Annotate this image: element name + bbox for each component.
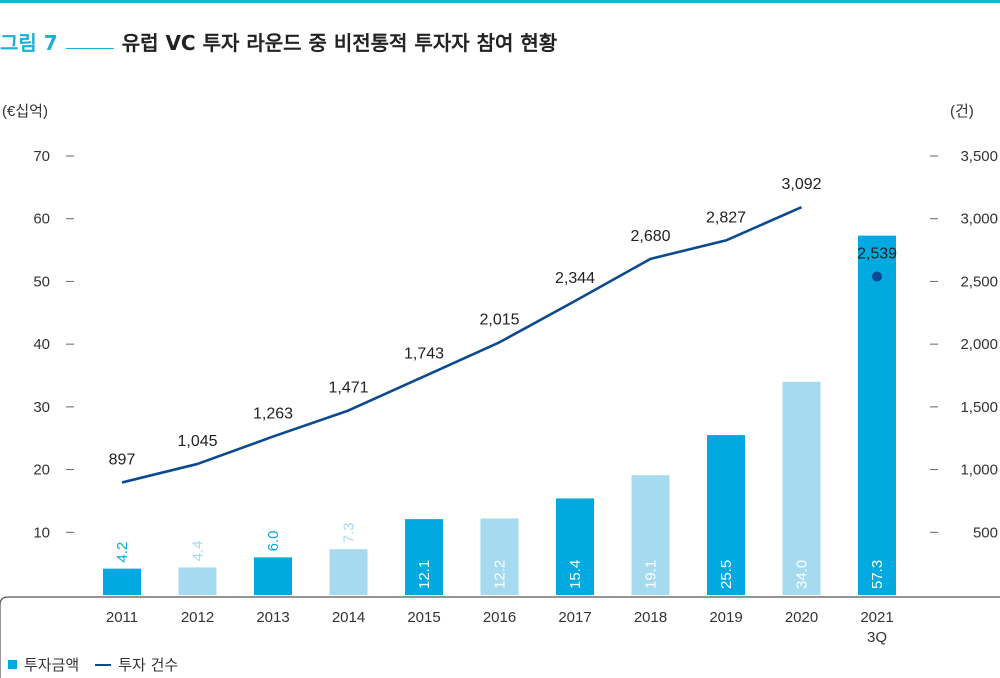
amount-bar [556, 498, 594, 595]
amount-bar [631, 475, 670, 595]
x-axis-label-line: 2017 [558, 609, 591, 626]
left-tick-label: 70 [33, 148, 50, 165]
right-tick-label: 1,000 [960, 462, 998, 479]
x-axis-label-line: 2019 [709, 609, 742, 626]
x-axis-label-line: 3Q [867, 629, 887, 646]
x-axis-label: 2011 [106, 609, 138, 626]
legend: 투자금액 투자 건수 [8, 654, 178, 675]
amount-bar [178, 567, 217, 595]
amount-bar-label: 25.5 [718, 560, 735, 589]
x-axis-label-line: 2013 [256, 609, 289, 626]
right-axis-unit-label: (건) [950, 103, 974, 120]
legend-amount-swatch [8, 660, 17, 669]
amount-bar [782, 381, 821, 595]
x-axis-frame [0, 596, 1000, 678]
count-point-label: 1,743 [404, 345, 444, 362]
x-axis-label-line: 2011 [106, 609, 138, 626]
count-point-label: 2,539 [857, 246, 897, 263]
amount-bar [329, 549, 368, 595]
x-axis-label-line: 2015 [407, 609, 440, 626]
right-tick-label: 1,500 [960, 399, 998, 416]
x-axis-label: 2014 [332, 609, 365, 626]
left-tick-label: 20 [33, 462, 50, 479]
left-axis-ticks: 10 20 30 40 50 60 70 [33, 148, 74, 541]
amount-bar [858, 235, 896, 595]
count-point-label: 2,015 [479, 311, 519, 328]
left-tick-label: 40 [33, 336, 50, 353]
right-tick-label: 500 [973, 524, 998, 541]
x-axis-label-line: 2016 [483, 609, 516, 626]
count-point-label: 897 [109, 451, 136, 468]
amount-bar-label: 57.3 [869, 560, 886, 589]
figure-title: 그림 7 유럽 VC 투자 라운드 중 비전통적 투자자 참여 현황 [0, 24, 557, 58]
left-tick-label: 60 [33, 211, 50, 228]
count-point-label: 1,471 [328, 379, 368, 396]
x-axis-label-line: 2020 [785, 609, 818, 626]
figure-title-rule [65, 47, 114, 49]
right-tick-label: 2,500 [960, 273, 998, 290]
top-accent-line [0, 0, 1000, 3]
count-point-marker [872, 271, 882, 282]
amount-bar [254, 557, 292, 595]
amount-bar-label: 34.0 [794, 560, 811, 589]
x-axis-label: 2018 [634, 609, 667, 626]
amount-bar [103, 568, 141, 595]
x-axis-label: 2020 [785, 609, 818, 626]
left-tick-label: 10 [33, 524, 50, 541]
left-tick-label: 50 [33, 273, 50, 290]
amount-bar-label: 12.1 [416, 560, 433, 589]
amount-bar [707, 435, 745, 595]
count-point-label: 2,344 [555, 270, 595, 287]
x-axis-label: 2017 [558, 609, 591, 626]
figure-label: 그림 7 [0, 30, 58, 55]
x-axis-label: 2019 [709, 609, 742, 626]
count-point-label: 2,680 [630, 228, 670, 245]
count-point-label: 1,263 [253, 406, 293, 423]
legend-count-label: 투자 건수 [118, 656, 179, 674]
right-tick-label: 3,000 [960, 211, 998, 228]
amount-bar-label: 15.4 [567, 560, 584, 589]
count-point-label: 2,827 [706, 209, 746, 226]
count-line: 897 1,045 1,263 1,471 1,743 2,015 2,344 2,680 2,… [109, 176, 897, 484]
x-axis-label: 2013 [256, 609, 289, 626]
right-tick-label: 3,500 [960, 148, 998, 165]
left-tick-label: 30 [33, 399, 50, 416]
x-axis-labels: 2011 2012 2013 2014 2015 2016 2017 2018 2019 2020… [106, 609, 894, 646]
right-tick-label: 2,000 [960, 336, 998, 353]
x-axis-label-line: 2021 [860, 609, 893, 626]
x-axis-label: 2015 [407, 609, 440, 626]
count-line-path [121, 205, 803, 484]
x-axis-label: 2016 [483, 609, 516, 626]
x-axis-label-line: 2014 [332, 609, 365, 626]
legend-amount-label: 투자금액 [24, 656, 80, 674]
amount-bar-label: 4.2 [114, 542, 131, 563]
amount-bars: 4.2 4.4 6.0 7.3 12.1 12.2 15.4 19.1 25.5 34.0 57.3 [103, 235, 896, 595]
count-point-label: 3,092 [781, 176, 821, 193]
x-axis-label-line: 2012 [181, 609, 214, 626]
amount-bar-label: 6.0 [265, 531, 282, 552]
x-axis-label: 2021 3Q [860, 609, 893, 646]
amount-bar-label: 7.3 [341, 522, 358, 543]
x-axis-label: 2012 [181, 609, 214, 626]
figure-title-text: 유럽 VC 투자 라운드 중 비전통적 투자자 참여 현황 [121, 30, 558, 55]
count-point-label: 1,045 [177, 433, 217, 450]
legend-count-swatch [95, 663, 112, 666]
amount-bar-label: 12.2 [492, 560, 509, 589]
amount-bar-label: 19.1 [643, 560, 660, 589]
x-axis-label-line: 2018 [634, 609, 667, 626]
amount-bar [480, 518, 519, 595]
amount-bar [405, 519, 443, 595]
right-axis-ticks: 500 1,000 1,500 2,000 2,500 3,000 3,500 [930, 148, 998, 541]
left-axis-unit-label: (€십억) [2, 103, 48, 120]
amount-bar-label: 4.4 [190, 541, 207, 562]
